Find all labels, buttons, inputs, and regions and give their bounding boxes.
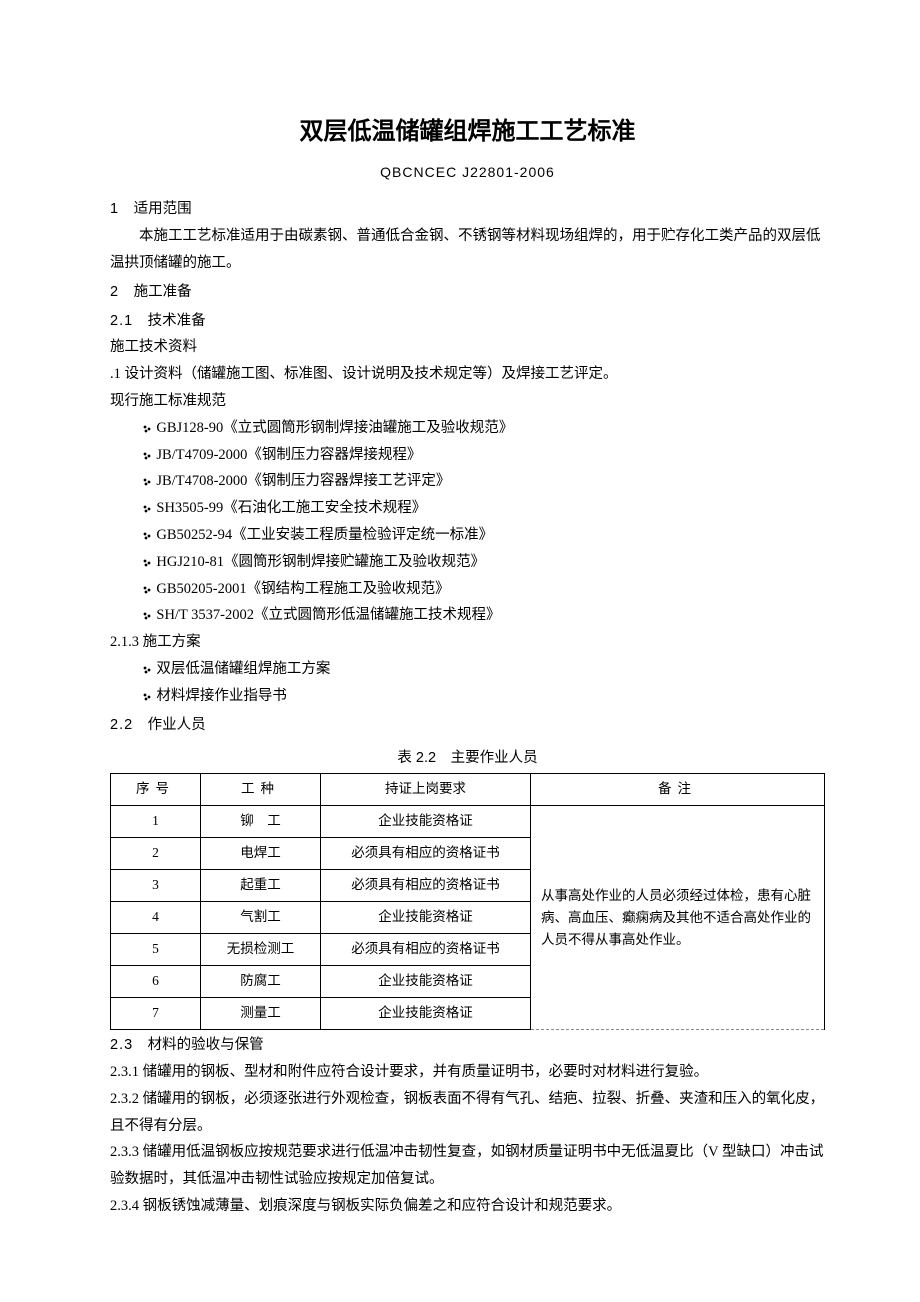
para-2-3-2: 2.3.2 储罐用的钢板，必须逐张进行外观检查，钢板表面不得有气孔、结疤、拉裂、… — [110, 1086, 825, 1140]
section-number: 2.3 — [110, 1037, 133, 1053]
standard-text: SH/T 3537-2002《立式圆筒形低温储罐施工技术规程》 — [156, 607, 500, 623]
cell-type: 起重工 — [201, 870, 321, 902]
table-header-type: 工种 — [201, 774, 321, 806]
section-title: 材料的验收与保管 — [148, 1037, 264, 1053]
cell-seq: 1 — [111, 806, 201, 838]
cell-seq: 5 — [111, 934, 201, 966]
cell-type: 铆 工 — [201, 806, 321, 838]
cell-req: 企业技能资格证 — [321, 902, 531, 934]
table-header-note: 备注 — [531, 774, 825, 806]
standard-text: GB50252-94《工业安装工程质量检验评定统一标准》 — [156, 527, 493, 543]
para-line: .1 设计资料（储罐施工图、标准图、设计说明及技术规定等）及焊接工艺评定。 — [110, 361, 825, 388]
standard-text: JB/T4709-2000《钢制压力容器焊接规程》 — [156, 447, 421, 463]
section-number: 2.1.3 — [110, 634, 139, 650]
section-1-heading: 1 适用范围 — [110, 196, 825, 223]
table-header-req: 持证上岗要求 — [321, 774, 531, 806]
section-2-1-heading: 2.1 技术准备 — [110, 308, 825, 335]
cell-seq: 7 — [111, 998, 201, 1030]
list-item: SH3505-99《石油化工施工安全技术规程》 — [110, 495, 825, 522]
cell-seq: 2 — [111, 838, 201, 870]
para-2-3-1: 2.3.1 储罐用的钢板、型材和附件应符合设计要求，并有质量证明书，必要时对材料… — [110, 1059, 825, 1086]
section-2-1-3-heading: 2.1.3 施工方案 — [110, 629, 825, 656]
plan-text: 材料焊接作业指导书 — [156, 688, 287, 704]
cell-type: 测量工 — [201, 998, 321, 1030]
para-line: 现行施工标准规范 — [110, 388, 825, 415]
para-2-3-4: 2.3.4 钢板锈蚀减薄量、划痕深度与钢板实际负偏差之和应符合设计和规范要求。 — [110, 1193, 825, 1220]
cell-req: 企业技能资格证 — [321, 806, 531, 838]
plan-text: 双层低温储罐组焊施工方案 — [156, 661, 330, 677]
list-item: GB50252-94《工业安装工程质量检验评定统一标准》 — [110, 522, 825, 549]
cell-type: 无损检测工 — [201, 934, 321, 966]
list-item: GB50205-2001《钢结构工程施工及验收规范》 — [110, 576, 825, 603]
personnel-table: 序号 工种 持证上岗要求 备注 1 铆 工 企业技能资格证 从事高处作业的人员必… — [110, 773, 825, 1030]
section-2-2-heading: 2.2 作业人员 — [110, 712, 825, 739]
list-item: HGJ210-81《圆筒形钢制焊接贮罐施工及验收规范》 — [110, 549, 825, 576]
section-title: 技术准备 — [148, 313, 206, 329]
cell-seq: 4 — [111, 902, 201, 934]
para-2-3-3: 2.3.3 储罐用低温钢板应按规范要求进行低温冲击韧性复查，如钢材质量证明书中无… — [110, 1139, 825, 1193]
cell-type: 防腐工 — [201, 966, 321, 998]
section-title: 作业人员 — [148, 717, 206, 733]
standard-text: GBJ128-90《立式圆筒形钢制焊接油罐施工及验收规范》 — [156, 420, 513, 436]
cell-seq: 3 — [111, 870, 201, 902]
list-item: JB/T4709-2000《钢制压力容器焊接规程》 — [110, 442, 825, 469]
cell-req: 企业技能资格证 — [321, 966, 531, 998]
table-header-seq: 序号 — [111, 774, 201, 806]
section-number: 2 — [110, 284, 119, 300]
document-title: 双层低温储罐组焊施工工艺标准 — [110, 110, 825, 154]
list-item: 材料焊接作业指导书 — [110, 683, 825, 710]
section-title: 施工准备 — [134, 284, 192, 300]
cell-note: 从事高处作业的人员必须经过体检，患有心脏病、高血压、癫痫病及其他不适合高处作业的… — [531, 806, 825, 1030]
section-number: 2.1 — [110, 313, 133, 329]
table-caption: 表 2.2 主要作业人员 — [110, 745, 825, 772]
section-number: 1 — [110, 201, 119, 217]
section-title: 施工方案 — [143, 634, 201, 650]
standard-text: JB/T4708-2000《钢制压力容器焊接工艺评定》 — [156, 473, 450, 489]
cell-req: 必须具有相应的资格证书 — [321, 838, 531, 870]
cell-type: 气割工 — [201, 902, 321, 934]
section-title: 适用范围 — [134, 201, 192, 217]
list-item: GBJ128-90《立式圆筒形钢制焊接油罐施工及验收规范》 — [110, 415, 825, 442]
table-header-row: 序号 工种 持证上岗要求 备注 — [111, 774, 825, 806]
section-2-3-heading: 2.3 材料的验收与保管 — [110, 1032, 825, 1059]
cell-req: 必须具有相应的资格证书 — [321, 934, 531, 966]
list-item: JB/T4708-2000《钢制压力容器焊接工艺评定》 — [110, 468, 825, 495]
cell-seq: 6 — [111, 966, 201, 998]
cell-req: 企业技能资格证 — [321, 998, 531, 1030]
cell-type: 电焊工 — [201, 838, 321, 870]
section-1-body: 本施工工艺标准适用于由碳素钢、普通低合金钢、不锈钢等材料现场组焊的，用于贮存化工… — [110, 223, 825, 277]
para-line: 施工技术资料 — [110, 334, 825, 361]
table-row: 1 铆 工 企业技能资格证 从事高处作业的人员必须经过体检，患有心脏病、高血压、… — [111, 806, 825, 838]
standard-text: HGJ210-81《圆筒形钢制焊接贮罐施工及验收规范》 — [156, 554, 485, 570]
list-item: 双层低温储罐组焊施工方案 — [110, 656, 825, 683]
standard-text: GB50205-2001《钢结构工程施工及验收规范》 — [156, 581, 449, 597]
list-item: SH/T 3537-2002《立式圆筒形低温储罐施工技术规程》 — [110, 602, 825, 629]
section-number: 2.2 — [110, 717, 133, 733]
section-2-heading: 2 施工准备 — [110, 279, 825, 306]
document-code: QBCNCEC J22801-2006 — [110, 160, 825, 186]
standard-text: SH3505-99《石油化工施工安全技术规程》 — [156, 500, 426, 516]
cell-req: 必须具有相应的资格证书 — [321, 870, 531, 902]
